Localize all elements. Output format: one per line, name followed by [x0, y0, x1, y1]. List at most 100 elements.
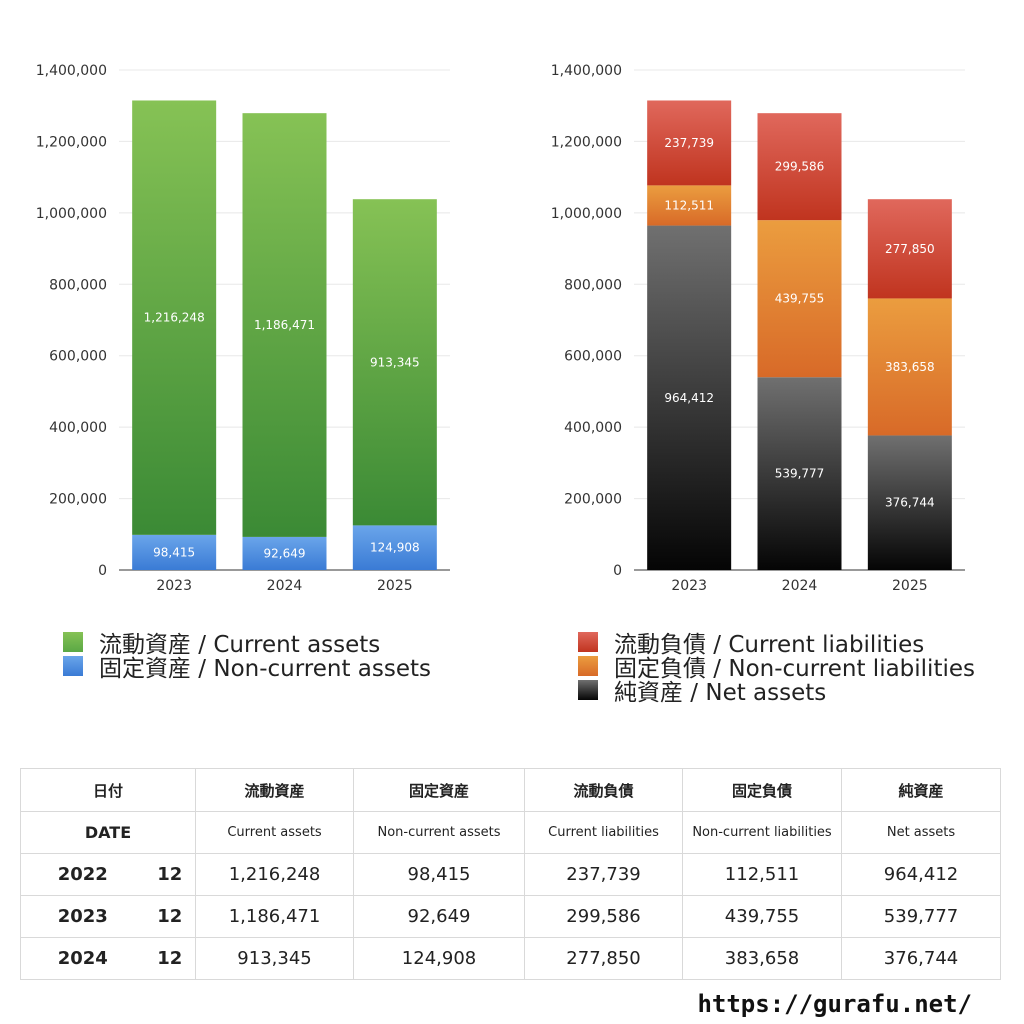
bar-segment: [647, 185, 732, 226]
data-label: 112,511: [664, 198, 714, 212]
column-header-jp: 純資産: [841, 768, 1002, 812]
liabilities-chart: 0 200,000 400,000 600,000 800,000 1,000,000 1,…: [551, 63, 965, 594]
legend-swatch: [63, 656, 83, 676]
column-header-en: Current assets: [195, 811, 355, 854]
data-label: 237,739: [664, 136, 714, 150]
bar-segment: [352, 525, 437, 570]
x-tick-label: 2023: [156, 578, 192, 594]
legend-label: 純資産 / Net assets: [614, 680, 827, 706]
column-header-jp: 固定負債: [682, 768, 843, 812]
y-tick-label: 1,400,000: [36, 63, 107, 79]
row-month: 12: [144, 895, 197, 938]
data-label: 383,658: [885, 360, 935, 374]
bar-segment: [647, 225, 732, 570]
data-label: 376,744: [885, 496, 935, 510]
assets-legend: 流動資産 / Current assets 固定資産 / Non-current …: [63, 630, 431, 682]
data-label: 1,216,248: [144, 311, 205, 325]
legend-label: 固定負債 / Non-current liabilities: [614, 656, 975, 682]
bar-segment: [132, 534, 217, 570]
data-label: 277,850: [885, 242, 935, 256]
legend-item: 固定資産 / Non-current assets: [63, 654, 431, 682]
column-header-en: Non-current assets: [353, 811, 526, 854]
bar-segment: [352, 199, 437, 526]
column-header-jp: 固定資産: [353, 768, 526, 812]
y-tick-label: 0: [98, 563, 107, 579]
bar-segment: [867, 298, 952, 436]
legend-item: 固定負債 / Non-current liabilities: [578, 654, 975, 682]
data-label: 964,412: [664, 391, 714, 405]
y-tick-label: 1,000,000: [36, 206, 107, 222]
legend-item: 流動資産 / Current assets: [63, 630, 431, 658]
bar-segment: [647, 100, 732, 186]
column-header-en: Net assets: [841, 811, 1002, 854]
y-tick-label: 800,000: [49, 277, 107, 293]
y-tick-label: 1,200,000: [551, 134, 622, 150]
row-year: 2022: [20, 853, 145, 896]
table-cell: 237,739: [524, 853, 684, 896]
data-label: 98,415: [153, 545, 195, 559]
table-cell: 913,345: [195, 937, 355, 980]
data-label: 913,345: [370, 355, 420, 369]
data-label: 439,755: [775, 292, 825, 306]
assets-chart: 0 200,000 400,000 600,000 800,000 1,000,000 1,…: [36, 63, 450, 594]
bar-segment: [757, 220, 842, 378]
bar-segment: [867, 435, 952, 570]
row-year: 2023: [20, 895, 145, 938]
bar-segment: [242, 536, 327, 570]
date-header-jp: 日付: [19, 768, 197, 812]
y-tick-label: 600,000: [564, 349, 622, 365]
table-cell: 439,755: [682, 895, 843, 938]
table-cell: 98,415: [353, 853, 526, 896]
table-cell: 299,586: [524, 895, 684, 938]
y-tick-label: 1,200,000: [36, 134, 107, 150]
x-tick-label: 2025: [377, 578, 413, 594]
table-cell: 376,744: [841, 937, 1002, 980]
bar-segment: [242, 113, 327, 537]
bar-segment: [757, 113, 842, 221]
legend-swatch: [63, 632, 83, 652]
data-label: 1,186,471: [254, 318, 315, 332]
y-tick-label: 600,000: [49, 349, 107, 365]
table-row: 2023 12 1,186,471 92,649 299,586 439,755…: [20, 895, 1002, 938]
bar-segment: [132, 100, 217, 535]
data-label: 124,908: [370, 541, 420, 555]
y-tick-label: 400,000: [49, 420, 107, 436]
bar-segment: [867, 199, 952, 299]
x-tick-label: 2023: [671, 578, 707, 594]
table-cell: 124,908: [353, 937, 526, 980]
table-cell: 92,649: [353, 895, 526, 938]
data-label: 539,777: [775, 467, 825, 481]
legend-item: 流動負債 / Current liabilities: [578, 630, 975, 658]
table-header-jp: 日付 流動資産 固定資産 流動負債 固定負債 純資産: [19, 768, 1002, 812]
table-header-en: DATE Current assets Non-current assets C…: [19, 811, 1002, 854]
row-month: 12: [144, 853, 197, 896]
legend-swatch: [578, 656, 598, 676]
table-cell: 1,186,471: [195, 895, 355, 938]
data-label: 92,649: [264, 546, 306, 560]
column-header-en: Current liabilities: [524, 811, 684, 854]
data-label: 299,586: [775, 160, 825, 174]
legend-label: 流動負債 / Current liabilities: [614, 632, 925, 658]
table-cell: 383,658: [682, 937, 843, 980]
legend-label: 固定資産 / Non-current assets: [99, 656, 432, 682]
x-tick-label: 2025: [892, 578, 928, 594]
legend-item: 純資産 / Net assets: [578, 678, 975, 706]
y-tick-label: 0: [613, 563, 622, 579]
date-header-en: DATE: [19, 811, 197, 854]
legend-label: 流動資産 / Current assets: [99, 632, 381, 658]
table-cell: 277,850: [524, 937, 684, 980]
x-tick-label: 2024: [267, 578, 303, 594]
table-row: 2022 12 1,216,248 98,415 237,739 112,511…: [20, 853, 1002, 896]
column-header-jp: 流動資産: [195, 768, 355, 812]
column-header-en: Non-current liabilities: [682, 811, 843, 854]
table-cell: 1,216,248: [195, 853, 355, 896]
y-tick-label: 200,000: [564, 492, 622, 508]
table-row: 2024 12 913,345 124,908 277,850 383,658 …: [20, 937, 1002, 980]
bar-segment: [757, 377, 842, 570]
y-tick-label: 200,000: [49, 492, 107, 508]
y-tick-label: 800,000: [564, 277, 622, 293]
row-month: 12: [144, 937, 197, 980]
y-tick-label: 400,000: [564, 420, 622, 436]
y-tick-label: 1,400,000: [551, 63, 622, 79]
site-link[interactable]: https://gurafu.net/: [697, 990, 972, 1018]
